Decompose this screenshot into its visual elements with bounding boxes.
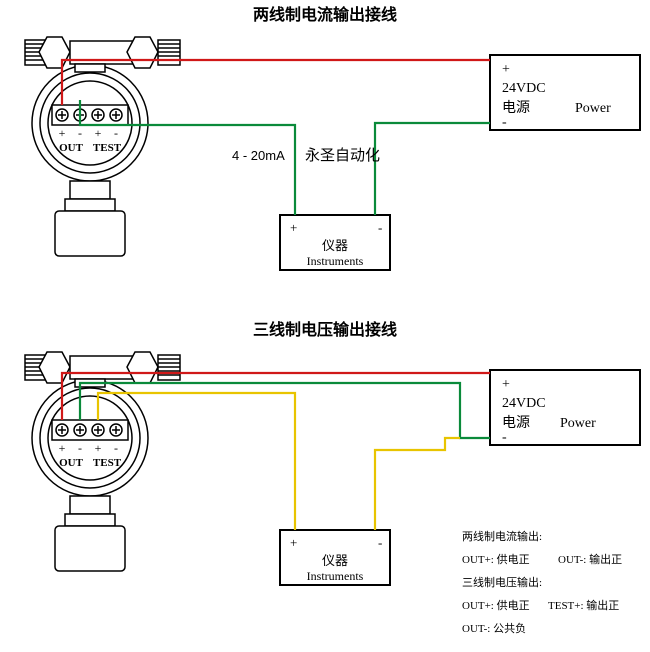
instr-cn-1: 仪器 bbox=[322, 238, 348, 253]
power-voltage-1: 24VDC bbox=[502, 81, 546, 96]
note-line4b: TEST+: 输出正 bbox=[548, 598, 619, 612]
note-line3: 三线制电压输出: bbox=[462, 575, 542, 589]
diagram-two-wire: 两线制电流输出接线 bbox=[25, 5, 640, 270]
out-label-2: OUT bbox=[59, 457, 84, 469]
power-en-1: Power bbox=[575, 101, 611, 116]
out-label-1: OUT bbox=[59, 142, 84, 154]
power-plus-2: + bbox=[502, 377, 510, 392]
term2-minus2: - bbox=[114, 441, 118, 455]
power-box-1: + 24VDC 电源 Power - bbox=[490, 55, 640, 130]
power-box-2: + 24VDC 电源 Power - bbox=[490, 370, 640, 445]
instr-plus-1: + bbox=[290, 220, 297, 235]
power-cn-1: 电源 bbox=[502, 100, 530, 116]
power-plus-1: + bbox=[502, 62, 510, 77]
test-label-1: TEST bbox=[93, 142, 122, 154]
instrument-box-1: + - 仪器 Instruments bbox=[280, 215, 390, 270]
power-cn-2: 电源 bbox=[502, 415, 530, 431]
transmitter-1: + - + - OUT TEST bbox=[25, 37, 180, 256]
term1-plus: + bbox=[59, 126, 66, 140]
test-label-2: TEST bbox=[93, 457, 122, 469]
term2-minus: - bbox=[78, 441, 82, 455]
instr-plus-2: + bbox=[290, 535, 297, 550]
diagram1-title: 两线制电流输出接线 bbox=[253, 5, 397, 24]
power-en-2: Power bbox=[560, 416, 596, 431]
term1-minus2: - bbox=[114, 126, 118, 140]
diagram-three-wire: 三线制电压输出接线 bbox=[25, 320, 640, 635]
instr-en-2: Instruments bbox=[307, 569, 364, 583]
note-line1: 两线制电流输出: bbox=[462, 529, 542, 543]
note-line2b: OUT-: 输出正 bbox=[558, 552, 622, 566]
transmitter-2: + - + - OUT TEST bbox=[25, 352, 180, 571]
power-voltage-2: 24VDC bbox=[502, 396, 546, 411]
instr-minus-1: - bbox=[378, 220, 382, 235]
power-minus-1: - bbox=[502, 115, 507, 130]
watermark-1: 永圣自动化 bbox=[305, 147, 380, 164]
power-minus-2: - bbox=[502, 430, 507, 445]
instr-en-1: Instruments bbox=[307, 254, 364, 268]
signal-label-1: 4 - 20mA bbox=[232, 148, 285, 163]
term1-minus: - bbox=[78, 126, 82, 140]
notes: 两线制电流输出: OUT+: 供电正 OUT-: 输出正 三线制电压输出: OU… bbox=[462, 529, 622, 635]
wire-yellow-2b bbox=[375, 438, 460, 530]
instr-minus-2: - bbox=[378, 535, 382, 550]
note-line2a: OUT+: 供电正 bbox=[462, 552, 530, 566]
wire-green-1b bbox=[375, 123, 490, 215]
instrument-box-2: + - 仪器 Instruments bbox=[280, 530, 390, 585]
note-line4a: OUT+: 供电正 bbox=[462, 598, 530, 612]
term2-plus2: + bbox=[95, 441, 102, 455]
term2-plus: + bbox=[59, 441, 66, 455]
note-line5: OUT-: 公共负 bbox=[462, 621, 526, 635]
term1-plus2: + bbox=[95, 126, 102, 140]
instr-cn-2: 仪器 bbox=[322, 553, 348, 568]
diagram2-title: 三线制电压输出接线 bbox=[253, 320, 397, 339]
